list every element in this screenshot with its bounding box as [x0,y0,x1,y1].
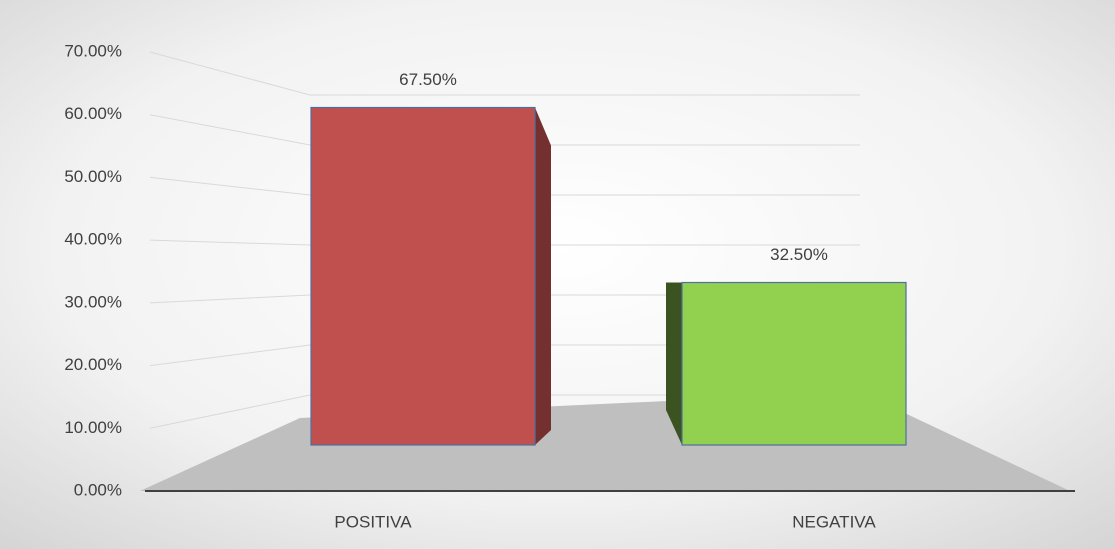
y-tick-label: 10.00% [64,418,122,437]
bar-side [666,282,682,445]
x-tick-label: POSITIVA [334,512,412,531]
grid-line [149,176,860,196]
y-tick-label: 50.00% [64,167,122,186]
value-label: 67.50% [399,70,457,89]
grid-line [149,239,860,246]
bar-side [535,107,551,445]
y-tick-label: 0.00% [74,480,122,499]
bar [681,281,907,446]
bar [310,106,536,446]
y-tick-label: 20.00% [64,355,122,374]
y-tick-label: 30.00% [64,292,122,311]
y-tick-label: 40.00% [64,230,122,249]
y-tick-label: 70.00% [64,41,122,60]
grid-line [149,114,860,146]
value-label: 32.50% [770,245,828,264]
x-tick-label: NEGATIVA [792,512,876,531]
y-tick-label: 60.00% [64,104,122,123]
grid-line [149,51,860,96]
